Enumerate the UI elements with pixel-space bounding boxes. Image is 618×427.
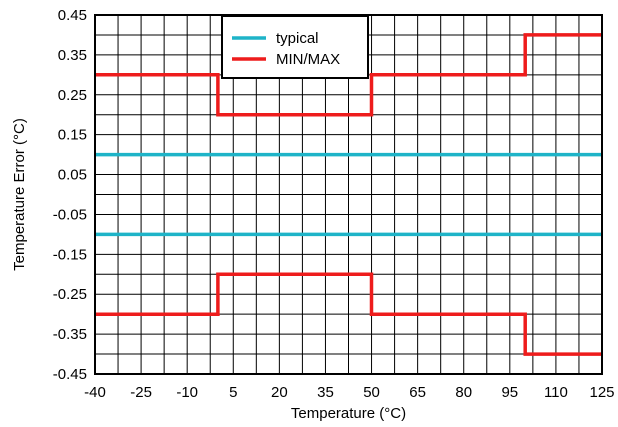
y-axis-tick-labels: 0.45 0.35 0.25 0.15 0.05 -0.05 -0.15 -0.25 -0.35… <box>53 7 87 383</box>
y-tick-label: -0.25 <box>53 286 87 303</box>
x-tick-label: 95 <box>501 384 518 401</box>
y-tick-label: 0.05 <box>58 167 87 184</box>
x-tick-label: 35 <box>317 384 334 401</box>
x-tick-label: 110 <box>544 384 568 401</box>
y-tick-label: -0.35 <box>53 326 87 343</box>
y-tick-label: -0.45 <box>53 366 87 383</box>
x-tick-label: -40 <box>84 384 106 401</box>
series-line-min-max-0 <box>95 33 602 117</box>
y-tick-label: 0.35 <box>58 47 87 64</box>
x-tick-label: -25 <box>130 384 152 401</box>
y-axis-title: Temperature Error (°C) <box>11 118 28 271</box>
x-tick-label: 20 <box>271 384 288 401</box>
y-tick-label: -0.05 <box>53 206 87 223</box>
x-tick-label: 80 <box>455 384 472 401</box>
y-tick-label: 0.15 <box>58 127 87 144</box>
x-tick-label: 65 <box>409 384 426 401</box>
legend-label: typical <box>276 30 319 47</box>
x-tick-label: 125 <box>589 384 614 401</box>
x-tick-label: 50 <box>363 384 380 401</box>
y-tick-label: -0.15 <box>53 246 87 263</box>
y-tick-label: 0.25 <box>58 87 87 104</box>
series-line-min-max-1 <box>95 272 602 356</box>
series-layer <box>95 33 602 356</box>
x-tick-label: 5 <box>229 384 237 401</box>
x-axis-tick-labels: -40 -25 -10 5 20 35 50 65 80 95 110 125 <box>84 384 614 401</box>
legend-label: MIN/MAX <box>276 51 340 68</box>
x-tick-label: -10 <box>176 384 198 401</box>
y-tick-label: 0.45 <box>58 7 87 24</box>
legend-box <box>221 15 369 79</box>
x-axis-title: Temperature (°C) <box>291 405 406 422</box>
legend: typical MIN/MAX <box>221 15 369 79</box>
